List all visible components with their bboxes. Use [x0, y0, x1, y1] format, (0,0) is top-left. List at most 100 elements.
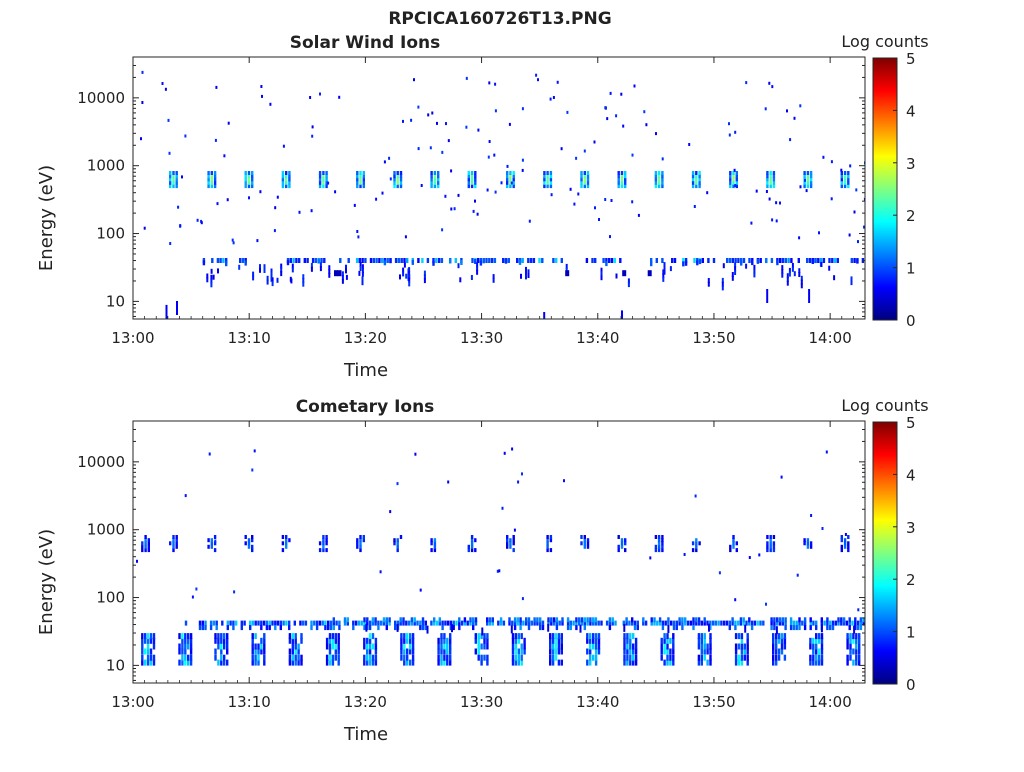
- count-pixel: [437, 258, 441, 263]
- count-pixel: [620, 541, 624, 546]
- count-pixel: [753, 268, 756, 274]
- count-pixel: [729, 174, 732, 179]
- count-pixel: [666, 637, 669, 644]
- count-pixel: [254, 654, 257, 661]
- count-pixel: [396, 541, 399, 546]
- count-pixel: [437, 637, 440, 644]
- count-pixel: [666, 659, 669, 666]
- count-pixel: [467, 544, 470, 549]
- count-pixel: [459, 277, 462, 283]
- count-pixel: [557, 648, 561, 655]
- count-pixel: [547, 617, 550, 623]
- count-pixel: [555, 258, 558, 263]
- count-pixel: [625, 620, 628, 626]
- count-pixel: [772, 535, 776, 539]
- count-pixel: [325, 548, 328, 553]
- panel-title: Solar Wind Ions: [290, 33, 441, 53]
- count-pixel: [820, 633, 824, 640]
- count-pixel: [458, 617, 461, 623]
- count-pixel: [695, 548, 698, 553]
- count-pixel: [809, 541, 813, 546]
- count-pixel: [402, 119, 404, 123]
- count-pixel: [214, 654, 217, 661]
- count-pixel: [594, 206, 596, 210]
- count-pixel: [806, 544, 810, 549]
- count-pixel: [521, 258, 524, 263]
- count-pixel: [141, 544, 144, 549]
- count-pixel: [298, 210, 301, 214]
- count-pixel: [463, 617, 467, 623]
- count-pixel: [543, 174, 546, 179]
- count-pixel: [772, 177, 776, 182]
- count-pixel: [633, 84, 636, 88]
- count-pixel: [291, 648, 294, 655]
- count-pixel: [666, 654, 669, 661]
- count-pixel: [775, 643, 778, 650]
- count-pixel: [240, 625, 243, 631]
- count-pixel: [740, 258, 743, 263]
- count-pixel: [775, 626, 778, 635]
- count-pixel: [181, 654, 184, 661]
- count-pixel: [454, 258, 457, 263]
- count-pixel: [510, 181, 513, 185]
- count-pixel: [662, 276, 665, 282]
- count-pixel: [812, 637, 815, 644]
- count-pixel: [467, 177, 470, 182]
- count-pixel: [276, 620, 280, 626]
- count-pixel: [191, 595, 194, 599]
- count-pixel: [149, 648, 153, 655]
- count-pixel: [325, 535, 328, 539]
- count-pixel: [855, 188, 858, 192]
- count-pixel: [226, 620, 229, 626]
- count-pixel: [707, 278, 710, 283]
- count-pixel: [294, 643, 297, 650]
- count-pixel: [294, 633, 297, 640]
- count-pixel: [325, 538, 328, 543]
- count-pixel: [361, 276, 364, 282]
- y-tick-label: 10: [106, 656, 125, 674]
- count-pixel: [539, 625, 542, 631]
- count-pixel: [620, 544, 624, 549]
- count-pixel: [378, 258, 381, 263]
- count-pixel: [703, 620, 706, 626]
- count-pixel: [552, 617, 556, 623]
- count-pixel: [435, 620, 439, 626]
- count-pixel: [317, 258, 320, 264]
- count-pixel: [849, 164, 852, 168]
- count-pixel: [695, 171, 698, 175]
- count-pixel: [847, 535, 850, 539]
- count-pixel: [806, 171, 810, 175]
- count-pixel: [214, 633, 217, 640]
- count-pixel: [212, 620, 216, 626]
- count-pixel: [753, 272, 756, 278]
- count-pixel: [766, 535, 769, 539]
- count-pixel: [589, 620, 592, 626]
- count-pixel: [288, 659, 292, 666]
- count-pixel: [345, 274, 348, 280]
- count-pixel: [661, 157, 664, 161]
- count-pixel: [215, 625, 218, 631]
- count-pixel: [743, 654, 746, 661]
- count-pixel: [521, 597, 524, 601]
- count-pixel: [172, 541, 175, 546]
- count-pixel: [208, 452, 211, 456]
- count-pixel: [617, 177, 620, 182]
- count-pixel: [772, 654, 775, 661]
- count-pixel: [746, 637, 749, 644]
- count-pixel: [511, 648, 515, 655]
- count-pixel: [263, 648, 266, 655]
- count-pixel: [353, 203, 356, 207]
- count-pixel: [244, 171, 247, 175]
- count-pixel: [187, 633, 190, 640]
- count-pixel: [551, 654, 555, 661]
- count-pixel: [560, 648, 563, 655]
- count-pixel: [420, 184, 423, 187]
- count-pixel: [786, 280, 789, 286]
- count-pixel: [474, 648, 477, 655]
- count-pixel: [368, 625, 372, 631]
- count-pixel: [594, 643, 598, 650]
- count-pixel: [477, 633, 480, 640]
- count-pixel: [385, 620, 388, 626]
- colorbar-tick-label: 5: [906, 414, 916, 432]
- count-pixel: [657, 548, 661, 553]
